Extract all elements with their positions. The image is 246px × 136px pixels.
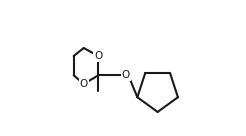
Text: O: O — [94, 51, 103, 61]
Text: O: O — [122, 70, 130, 80]
Text: O: O — [79, 79, 88, 89]
